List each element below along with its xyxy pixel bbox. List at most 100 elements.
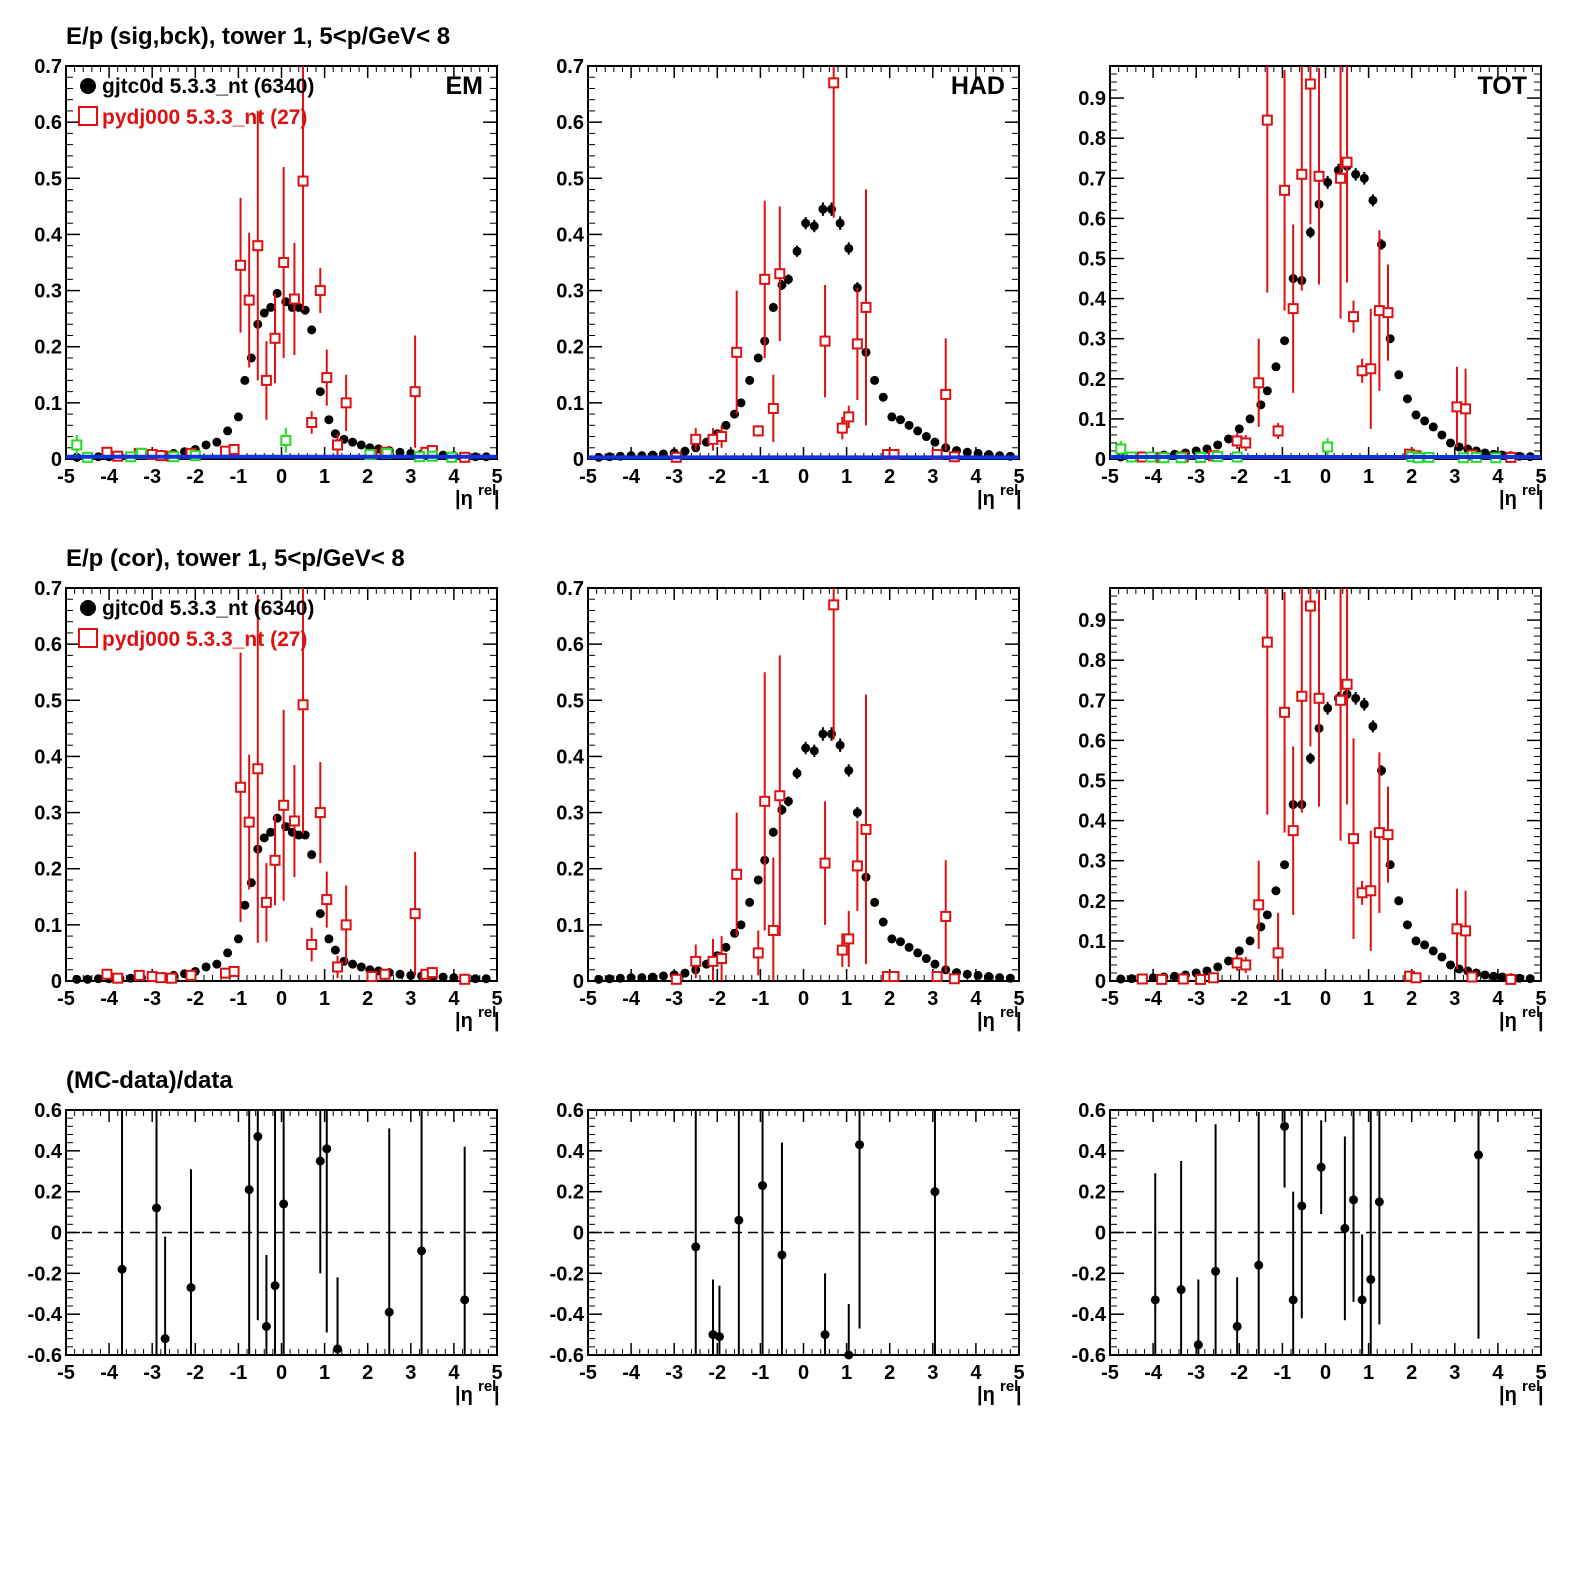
mc-point — [1365, 885, 1377, 897]
data-point — [83, 974, 93, 984]
data-point — [930, 1187, 940, 1197]
data-point — [818, 729, 828, 739]
mc-point — [314, 285, 326, 297]
data-point — [714, 1332, 724, 1342]
y-tick-label: 0.5 — [1078, 770, 1106, 792]
data-point — [1497, 972, 1507, 982]
data-point — [315, 909, 325, 919]
mc-point — [340, 397, 352, 409]
data-point — [736, 398, 746, 408]
data-point — [315, 387, 325, 397]
data-point — [1525, 974, 1535, 984]
panel-tag: TOT — [1477, 72, 1527, 100]
data-point — [1474, 1150, 1484, 1160]
x-tick-label: -4 — [100, 466, 119, 488]
x-tick-label: 3 — [405, 988, 416, 1010]
mc-point — [278, 799, 290, 811]
mc-point — [228, 965, 240, 977]
x-tick-label: -4 — [622, 466, 641, 488]
data-point — [691, 1242, 701, 1252]
data-point — [240, 375, 250, 385]
data-point — [930, 959, 940, 969]
mc-point — [888, 971, 900, 983]
mc-point — [690, 955, 702, 967]
x-tick-label: 2 — [1406, 1362, 1417, 1384]
x-tick-label: -2 — [708, 988, 726, 1010]
x-tick-label: 3 — [927, 988, 938, 1010]
data-point — [1428, 946, 1438, 956]
mc-point — [1156, 973, 1168, 985]
mc-point — [332, 961, 344, 973]
y-tick-label: 0.6 — [34, 112, 62, 134]
data-point — [307, 850, 317, 860]
x-axis-label-close: | — [1538, 488, 1544, 510]
mc-point — [1261, 636, 1273, 648]
x-axis-label-close: | — [1538, 1010, 1544, 1032]
panel-r1_em: -5 -4 -3 -2 -1 0 1 2 3 4 5 |η rel| 0 0.1 0.2 0.3 0.4 0.5 0.… — [34, 56, 502, 510]
y-tick-label: 0.9 — [1078, 610, 1106, 632]
x-tick-label: -5 — [57, 466, 75, 488]
data-point — [658, 971, 668, 981]
y-tick-label: -0.4 — [28, 1304, 63, 1326]
mc-point — [731, 346, 743, 358]
legend-data-label: gjtc0d 5.3.3_nt (6340) — [102, 75, 314, 98]
data-point — [792, 768, 802, 778]
mc-point — [278, 257, 290, 268]
data-point — [1351, 169, 1361, 179]
data-point — [1280, 336, 1290, 346]
x-tick-label: -2 — [708, 1362, 726, 1384]
data-point — [470, 974, 480, 984]
y-tick-label: 0.2 — [556, 337, 584, 359]
data-point — [844, 243, 854, 253]
data-point — [921, 432, 931, 442]
data-point — [406, 970, 416, 980]
data-point — [1445, 960, 1455, 970]
mc-point — [716, 953, 728, 965]
x-tick-label: -1 — [752, 466, 770, 488]
x-tick-label: 5 — [1535, 1362, 1546, 1384]
y-tick-label: 0 — [1095, 449, 1106, 471]
x-axis-label: |η — [977, 488, 995, 510]
x-tick-label: -1 — [752, 1362, 770, 1384]
data-point — [333, 1344, 343, 1354]
data-point — [768, 827, 778, 837]
y-tick-label: 0.7 — [34, 56, 62, 78]
x-tick-label: 5 — [1535, 988, 1546, 1010]
panels-group: -5 -4 -3 -2 -1 0 1 2 3 4 5|η rel|00.10.20.30.40.50.… — [28, 56, 1547, 1406]
mc-point — [670, 973, 682, 985]
data-point — [878, 392, 888, 402]
data-point — [1411, 410, 1421, 420]
mc-point — [332, 439, 344, 451]
data-point — [1366, 1274, 1376, 1284]
data-point — [1211, 1266, 1221, 1276]
mc-point — [1207, 972, 1219, 984]
x-axis-label-sup: rel — [478, 1378, 496, 1395]
data-point — [870, 375, 880, 385]
mc-point — [767, 924, 779, 936]
x-tick-label: -3 — [665, 1362, 683, 1384]
data-point — [1316, 1162, 1326, 1172]
data-point — [1280, 1121, 1290, 1131]
data-point — [307, 325, 317, 335]
y-tick-label: 0.4 — [34, 1141, 63, 1163]
y-tick-label: 0.8 — [1078, 128, 1106, 150]
data-point — [1232, 1321, 1242, 1331]
data-point — [783, 796, 793, 806]
x-axis-label-sup: rel — [1000, 1378, 1018, 1395]
data-point — [233, 934, 243, 944]
x-tick-label: -5 — [1101, 988, 1119, 1010]
mc-point — [1341, 678, 1353, 690]
data-point — [1323, 177, 1333, 187]
x-tick-label: -1 — [230, 466, 248, 488]
x-tick-label: 1 — [841, 466, 852, 488]
mc-point — [459, 973, 471, 985]
data-point — [201, 440, 211, 450]
data-point — [852, 808, 862, 818]
x-tick-label: -4 — [100, 988, 119, 1010]
x-tick-label: 4 — [1492, 1362, 1504, 1384]
mc-point — [133, 969, 145, 981]
x-tick-label: -5 — [579, 466, 597, 488]
mc-point — [1240, 437, 1252, 449]
data-point — [1420, 416, 1430, 426]
data-point — [1437, 952, 1447, 962]
